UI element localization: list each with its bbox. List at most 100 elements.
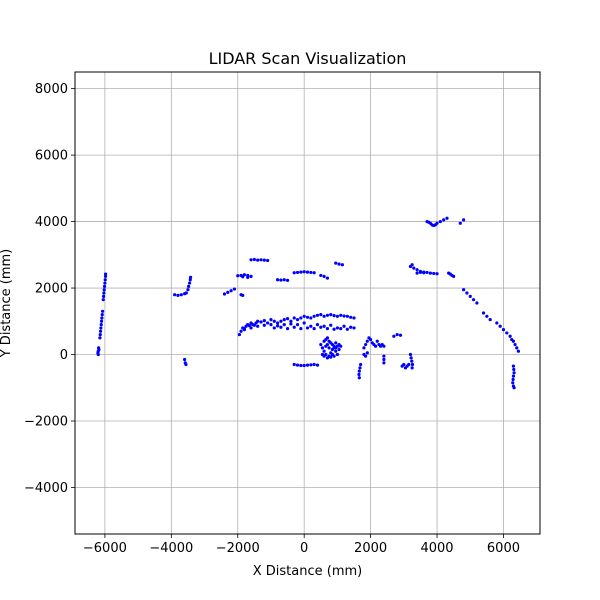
- scan-point: [241, 275, 245, 279]
- scan-point: [285, 278, 290, 282]
- scan-point: [292, 271, 296, 275]
- scan-point: [262, 258, 266, 262]
- scan-point: [345, 314, 349, 318]
- scan-point: [232, 287, 237, 291]
- scan-point: [516, 349, 521, 353]
- scan-point: [279, 319, 283, 323]
- scan-point: [103, 281, 107, 285]
- scan-point: [305, 270, 310, 274]
- scan-point: [418, 270, 423, 275]
- scan-point: [102, 288, 106, 292]
- scan-point: [382, 354, 386, 358]
- scan-point: [322, 354, 326, 358]
- scan-point: [382, 361, 386, 365]
- y-tick-label: −2000: [24, 414, 68, 429]
- scan-point: [97, 347, 101, 352]
- scan-point: [186, 288, 190, 292]
- scan-point: [337, 262, 341, 266]
- scan-point: [312, 271, 316, 275]
- scan-point: [282, 318, 286, 322]
- y-tick-label: 6000: [35, 149, 68, 164]
- scan-point: [445, 216, 449, 220]
- scan-point: [512, 371, 516, 375]
- scan-point: [452, 274, 456, 279]
- scan-point: [266, 321, 270, 325]
- scan-point: [410, 366, 414, 370]
- scan-point: [332, 327, 336, 331]
- scan-point: [295, 323, 300, 327]
- scan-point: [410, 362, 415, 367]
- scan-point: [488, 318, 492, 322]
- scan-point: [292, 362, 296, 367]
- scan-point: [259, 258, 263, 262]
- scan-point: [432, 271, 436, 276]
- scan-point: [325, 342, 330, 347]
- x-tick-label: −2000: [216, 541, 260, 556]
- scan-point: [458, 221, 462, 225]
- scan-point: [236, 274, 240, 278]
- scan-point: [322, 349, 326, 353]
- scan-point: [98, 336, 102, 340]
- scan-point: [335, 326, 339, 330]
- scan-point: [362, 346, 366, 350]
- scan-point: [319, 273, 323, 278]
- scan-point: [222, 292, 227, 296]
- scan-point: [252, 257, 256, 262]
- scan-point: [513, 342, 517, 347]
- scan-point: [327, 346, 331, 350]
- scan-point: [462, 218, 466, 222]
- scan-point: [241, 293, 245, 297]
- scan-point: [242, 327, 246, 332]
- scan-point: [501, 327, 506, 332]
- y-tick-label: 4000: [35, 215, 68, 230]
- scan-point: [373, 344, 378, 348]
- scan-point: [325, 336, 330, 340]
- scan-point: [302, 363, 306, 368]
- x-tick-label: 2000: [354, 541, 387, 556]
- scan-point: [382, 357, 386, 362]
- x-tick-label: 4000: [420, 541, 453, 556]
- scan-point: [262, 323, 266, 327]
- scan-point: [279, 278, 283, 282]
- scan-point: [512, 386, 516, 390]
- scan-point: [295, 318, 300, 322]
- scan-point: [342, 324, 346, 328]
- scan-point: [309, 270, 313, 275]
- scan-point: [325, 313, 330, 317]
- scan-point: [229, 289, 233, 293]
- scan-point: [269, 318, 273, 322]
- scan-point: [410, 263, 414, 267]
- scan-point: [292, 325, 296, 329]
- scan-point: [511, 339, 516, 343]
- scan-point: [330, 342, 335, 347]
- scan-point: [442, 218, 446, 222]
- scan-point: [309, 363, 313, 367]
- scan-point: [282, 323, 286, 327]
- scan-point: [256, 258, 260, 262]
- scan-point: [349, 315, 353, 319]
- scan-point: [103, 274, 108, 279]
- scan-point: [100, 309, 105, 313]
- scan-point: [102, 284, 107, 288]
- scan-point: [309, 316, 313, 320]
- y-tick-label: 0: [60, 348, 68, 363]
- y-tick-label: 2000: [35, 282, 68, 297]
- scan-point: [279, 325, 283, 329]
- scan-point: [382, 344, 386, 348]
- scan-point: [285, 326, 290, 331]
- scan-point: [511, 364, 516, 368]
- scan-point: [465, 291, 469, 295]
- scan-point: [299, 326, 303, 331]
- y-tick-label: 8000: [35, 82, 68, 97]
- scan-point: [276, 324, 280, 328]
- scan-point: [299, 363, 303, 368]
- scan-point: [272, 326, 276, 330]
- scan-point: [498, 324, 502, 328]
- scan-point: [272, 319, 276, 323]
- scan-point: [352, 326, 356, 330]
- scan-point: [102, 291, 106, 295]
- scan-point: [256, 319, 260, 323]
- scan-point: [334, 341, 338, 345]
- scan-point: [357, 372, 361, 377]
- scan-point: [364, 342, 368, 347]
